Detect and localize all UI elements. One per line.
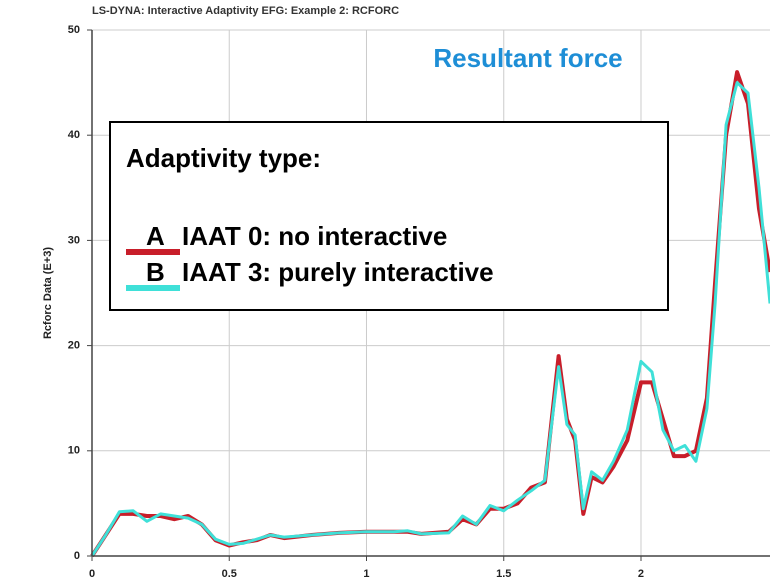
y-tick-label: 0: [74, 550, 80, 562]
x-tick-label: 2: [638, 568, 644, 580]
legend-label: IAAT 3: purely interactive: [182, 257, 494, 287]
annotation: Resultant force: [433, 43, 622, 73]
x-tick-label: 0: [89, 568, 95, 580]
legend-label: IAAT 0: no interactive: [182, 221, 447, 251]
x-tick-label: 0.5: [222, 568, 237, 580]
y-tick-label: 50: [68, 24, 80, 36]
y-tick-label: 20: [68, 340, 80, 352]
legend-title: Adaptivity type:: [126, 143, 321, 173]
y-tick-label: 10: [68, 445, 80, 457]
legend-marker: B: [146, 257, 165, 287]
legend-marker: A: [146, 221, 165, 251]
series-line: [90, 81, 770, 557]
legend-box: [109, 121, 669, 311]
y-tick-label: 30: [68, 234, 80, 246]
x-tick-label: 1.5: [496, 568, 511, 580]
y-tick-label: 40: [68, 129, 80, 141]
y-axis-label: Rcforc Data (E+3): [42, 247, 54, 339]
chart-title: LS-DYNA: Interactive Adaptivity EFG: Exa…: [92, 5, 399, 17]
x-tick-label: 1: [363, 568, 369, 580]
